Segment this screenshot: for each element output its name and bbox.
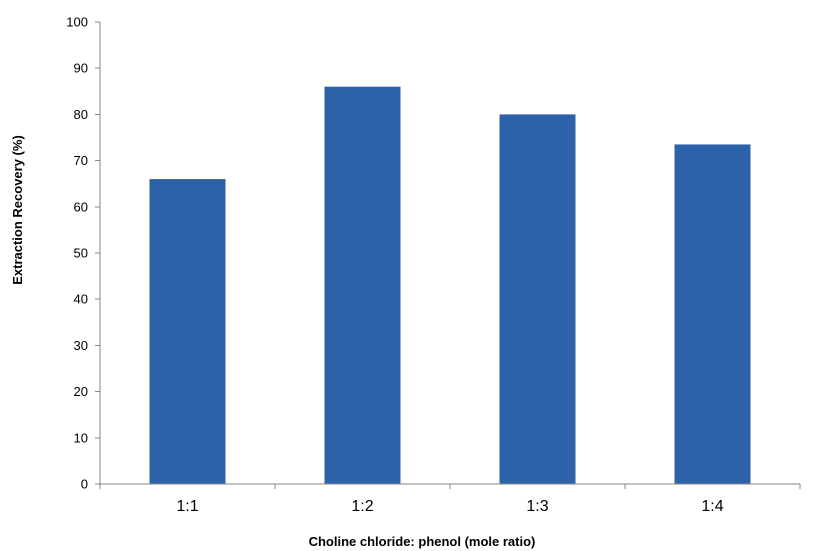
bar-1-4 bbox=[674, 144, 751, 484]
x-tick-label: 1:2 bbox=[351, 498, 373, 515]
y-tick-label: 30 bbox=[74, 338, 88, 353]
bar-1-3 bbox=[499, 114, 576, 485]
y-ticks-group: 0 10 20 30 40 50 60 70 80 90 100 bbox=[66, 15, 100, 492]
y-axis-title: Extraction Recovery (%) bbox=[10, 135, 25, 285]
x-tick-label: 1:4 bbox=[701, 498, 723, 515]
x-tick-label: 1:1 bbox=[176, 498, 198, 515]
y-tick-label: 0 bbox=[81, 477, 88, 492]
y-tick-label: 70 bbox=[74, 153, 88, 168]
y-tick-label: 80 bbox=[74, 107, 88, 122]
y-tick-label: 10 bbox=[74, 430, 88, 445]
bar-1-1 bbox=[149, 179, 226, 484]
y-tick-label: 20 bbox=[74, 384, 88, 399]
bar-1-2 bbox=[324, 86, 401, 485]
x-ticks-group: 1:1 1:2 1:3 1:4 bbox=[99, 484, 801, 515]
y-tick-label: 100 bbox=[66, 15, 88, 30]
y-tick-label: 90 bbox=[74, 61, 88, 76]
y-tick-label: 50 bbox=[74, 246, 88, 261]
bars-group bbox=[149, 86, 751, 485]
x-tick-label: 1:3 bbox=[526, 498, 548, 515]
y-tick-label: 60 bbox=[74, 199, 88, 214]
x-axis-title: Choline chloride: phenol (mole ratio) bbox=[309, 534, 536, 549]
y-tick-label: 40 bbox=[74, 292, 88, 307]
